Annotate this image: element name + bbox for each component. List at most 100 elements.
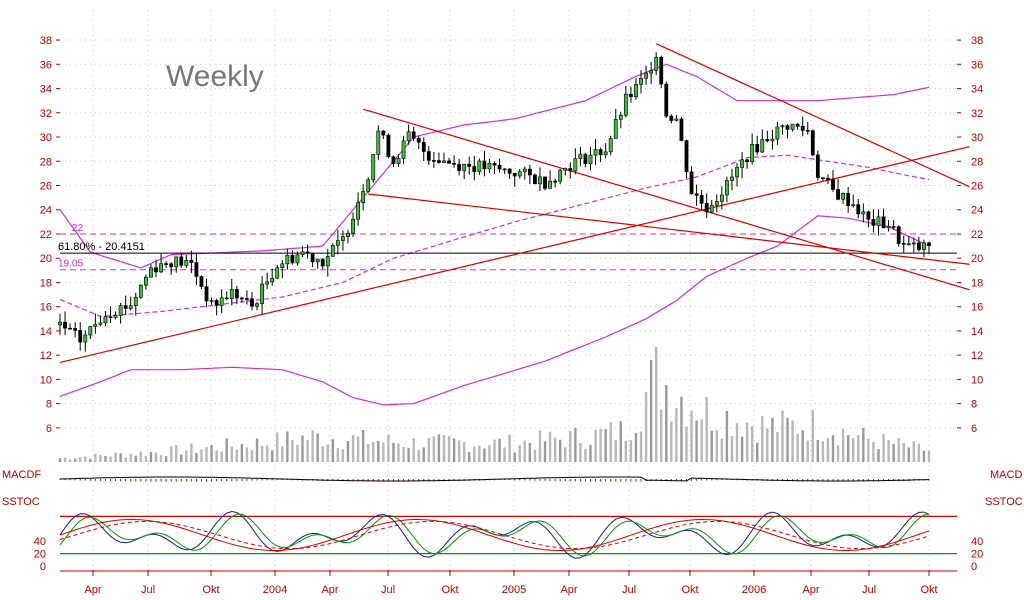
candle-up <box>608 138 613 153</box>
candle-up <box>270 277 275 283</box>
trendline <box>368 193 970 265</box>
volume-bar <box>867 438 870 462</box>
volume-bar <box>675 407 678 462</box>
volume-bar <box>735 423 739 462</box>
y-tick-label-right: 22 <box>971 229 983 241</box>
candle-up <box>113 315 118 318</box>
candle-down <box>234 289 239 299</box>
candle-down <box>108 316 113 319</box>
volume-bar <box>826 438 830 462</box>
volume-bar <box>503 447 506 462</box>
volume-bar <box>483 448 486 462</box>
candle-up <box>396 158 401 164</box>
y-tick-label-right: 20 <box>971 253 983 265</box>
volume-bar <box>872 441 875 462</box>
y-tick-label-right: 36 <box>971 59 983 71</box>
trendline <box>655 43 970 188</box>
candle-up <box>634 84 638 97</box>
volume-bar <box>260 445 264 462</box>
stoc-tick-left: 20 <box>34 549 46 561</box>
candle-up <box>260 283 264 305</box>
volume-bar <box>902 443 905 462</box>
volume-bar <box>695 420 698 462</box>
candle-down <box>785 125 790 130</box>
candle-up <box>760 139 765 153</box>
volume-bar <box>836 445 840 462</box>
volume-bar <box>341 449 345 462</box>
candle-up <box>522 168 527 173</box>
volume-bar <box>917 443 921 462</box>
volume-bar <box>771 417 774 462</box>
candle-up <box>477 160 482 172</box>
candle-up <box>770 138 775 142</box>
y-tick-label-right: 12 <box>971 350 983 362</box>
candle-down <box>320 258 325 267</box>
candle-up <box>300 251 305 256</box>
candle-down <box>169 263 174 268</box>
candle-down <box>239 297 244 300</box>
y-tick-label-right: 6 <box>971 423 977 435</box>
candle-down <box>467 163 472 167</box>
candle-down <box>810 130 815 156</box>
candle-down <box>199 276 204 287</box>
volume-bar <box>124 457 127 462</box>
volume-bar <box>387 434 390 462</box>
volume-bar <box>281 446 284 462</box>
gridlines <box>60 10 957 568</box>
volume-bar <box>533 449 537 462</box>
candle-down <box>386 134 391 158</box>
volume-bar <box>437 434 441 462</box>
candle-down <box>472 166 477 172</box>
candle-up <box>730 176 734 181</box>
stoc-tick-right: 0 <box>971 561 977 573</box>
candle-up <box>255 303 259 307</box>
level-label: 19.05 <box>58 259 83 270</box>
y-tick-label-left: 16 <box>40 302 52 314</box>
volume-bar <box>781 410 784 462</box>
candle-up <box>280 263 285 268</box>
volume-bar <box>523 440 527 462</box>
volume-bar <box>351 435 355 462</box>
candle-down <box>194 262 199 277</box>
volume-bar <box>922 450 926 462</box>
volume-bar <box>301 435 304 462</box>
volume-bar <box>619 421 623 462</box>
stoc-tick-left: 40 <box>34 536 46 548</box>
candle-down <box>154 267 158 273</box>
candle-down <box>679 118 684 141</box>
candle-down <box>431 160 436 162</box>
candle-up <box>442 160 446 163</box>
volume-bar <box>84 456 87 462</box>
volume-bar <box>852 438 855 462</box>
candle-up <box>876 216 881 226</box>
y-tick-label-right: 30 <box>971 132 983 144</box>
y-tick-label-right: 14 <box>971 326 983 338</box>
candle-up <box>98 322 103 325</box>
candle-down <box>553 180 558 183</box>
volume-bar <box>276 432 279 462</box>
volume-bar <box>134 455 137 462</box>
volume-bar <box>907 447 910 462</box>
volume-bar <box>154 452 158 462</box>
volume-bar <box>412 438 415 462</box>
x-tick-label: Okt <box>681 584 698 596</box>
volume-bars <box>58 346 931 462</box>
volume-bar <box>508 434 511 462</box>
volume-bar <box>382 442 385 462</box>
volume-bar <box>270 450 274 462</box>
volume-bar <box>877 449 880 462</box>
volume-bar <box>846 435 850 462</box>
volume-bar <box>654 346 658 462</box>
volume-bar <box>190 443 193 462</box>
volume-bar <box>255 438 259 462</box>
y-tick-label-left: 34 <box>40 84 52 96</box>
volume-bar <box>109 456 112 462</box>
volume-bar <box>169 446 173 462</box>
volume-bar <box>220 451 223 462</box>
candle-down <box>63 321 67 329</box>
candle-up <box>886 226 891 229</box>
x-tick-label: Apr <box>560 584 577 596</box>
volume-bar <box>99 455 102 462</box>
volume-bar <box>644 391 648 462</box>
volume-bar <box>286 431 289 462</box>
